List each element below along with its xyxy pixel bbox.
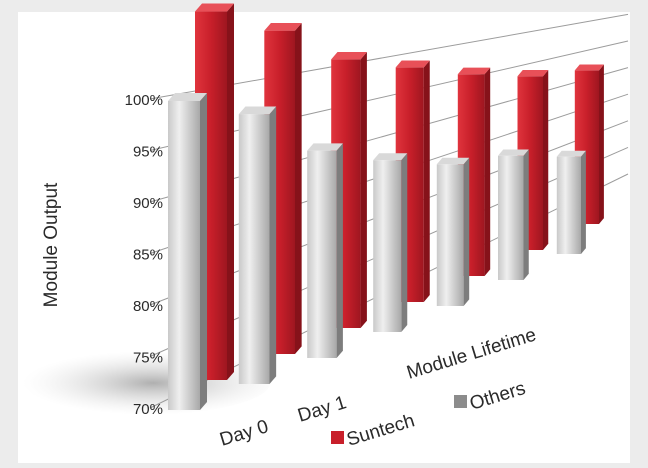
bar-others-side	[336, 143, 343, 358]
legend-swatch-others	[454, 395, 467, 408]
bar-others-top	[238, 106, 277, 115]
bar-others-front	[373, 160, 402, 332]
bar-suntech-top	[395, 60, 430, 68]
bar-others	[556, 150, 586, 254]
bar-others-top	[373, 153, 408, 161]
bar-others	[436, 157, 470, 306]
bar-suntech-side	[227, 3, 234, 381]
y-tick-label: 80%	[133, 298, 163, 315]
bar-suntech-side	[484, 67, 491, 276]
y-axis-label: Module Output	[41, 182, 62, 307]
bar-others-top	[307, 143, 343, 151]
bar-others-front	[556, 156, 581, 254]
bar-others	[307, 143, 343, 358]
bar-suntech-top	[195, 3, 234, 12]
bar-others-side	[523, 149, 529, 280]
y-tick-label: 70%	[133, 401, 163, 418]
bar-others-side	[581, 150, 586, 254]
bar-others-front	[307, 150, 337, 358]
bar-others-side	[463, 157, 470, 306]
bar-others	[373, 153, 408, 332]
bar-others-side	[401, 153, 408, 332]
bar-others	[498, 149, 529, 280]
bar-suntech-top	[457, 67, 491, 75]
bar-suntech-side	[423, 60, 430, 303]
legend-swatch-suntech	[331, 431, 344, 444]
y-tick-label: 75%	[133, 350, 163, 367]
bar-suntech-top	[517, 69, 549, 77]
bar-suntech-side	[295, 22, 302, 355]
bar-others	[238, 106, 277, 384]
bar-others-top	[498, 149, 529, 156]
bar-suntech-side	[360, 52, 367, 329]
bar-suntech-top	[574, 64, 604, 71]
y-tick-label: 85%	[133, 247, 163, 264]
bar-others-top	[556, 150, 586, 157]
y-tick-label: 90%	[133, 195, 163, 212]
bar-others-front	[498, 155, 524, 280]
bar-others	[168, 93, 207, 410]
bar-others-front	[436, 164, 464, 306]
bar-others-top	[168, 93, 207, 101]
bar-suntech-side	[543, 69, 549, 250]
bar-others-front	[168, 101, 200, 410]
bar-suntech	[574, 64, 604, 225]
bar-others-top	[436, 157, 470, 165]
bar-others-front	[238, 114, 270, 384]
bar-others-side	[200, 93, 207, 410]
bar-suntech-top	[331, 52, 367, 60]
bars	[168, 3, 604, 410]
y-tick-label: 100%	[125, 92, 163, 109]
bar-suntech-top	[264, 22, 302, 31]
y-tick-label: 95%	[133, 144, 163, 161]
bar-others-side	[269, 106, 277, 384]
y-tick-labels: 70% 75% 80% 85% 90% 95% 100%	[125, 92, 163, 418]
bar-suntech-side	[599, 64, 604, 225]
